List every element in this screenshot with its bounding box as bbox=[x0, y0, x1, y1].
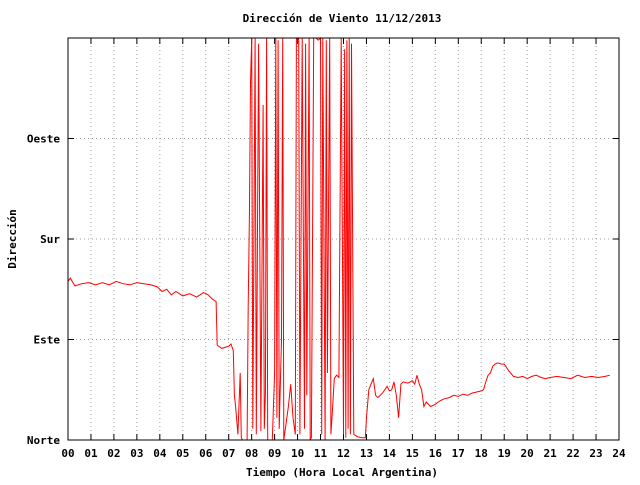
x-tick-label: 17 bbox=[452, 447, 465, 460]
y-tick-label: Norte bbox=[27, 434, 60, 447]
x-tick-label: 06 bbox=[199, 447, 213, 460]
y-tick-label: Sur bbox=[40, 233, 60, 246]
x-tick-label: 19 bbox=[498, 447, 511, 460]
x-tick-label: 15 bbox=[406, 447, 419, 460]
x-tick-label: 01 bbox=[84, 447, 98, 460]
series-line bbox=[67, 36, 610, 441]
x-tick-label: 00 bbox=[61, 447, 74, 460]
x-tick-label: 08 bbox=[245, 447, 258, 460]
x-tick-label: 04 bbox=[153, 447, 167, 460]
x-tick-label: 13 bbox=[360, 447, 373, 460]
x-tick-label: 24 bbox=[612, 447, 626, 460]
plot-frame bbox=[67, 37, 620, 441]
y-axis-label: Dirección bbox=[6, 209, 19, 269]
x-tick-label: 21 bbox=[544, 447, 558, 460]
chart-title: Dirección de Viento 11/12/2013 bbox=[243, 12, 442, 25]
x-tick-label: 14 bbox=[383, 447, 397, 460]
x-tick-label: 10 bbox=[291, 447, 304, 460]
x-tick-label: 22 bbox=[566, 447, 579, 460]
x-tick-label: 11 bbox=[314, 447, 328, 460]
x-tick-label: 16 bbox=[429, 447, 443, 460]
x-tick-label: 07 bbox=[222, 447, 235, 460]
x-tick-label: 05 bbox=[176, 447, 189, 460]
x-tick-label: 23 bbox=[589, 447, 602, 460]
x-tick-label: 02 bbox=[107, 447, 120, 460]
x-tick-label: 09 bbox=[268, 447, 281, 460]
x-tick-label: 03 bbox=[130, 447, 143, 460]
y-tick-label: Este bbox=[34, 334, 61, 347]
series-layer bbox=[67, 36, 610, 441]
axis-layer: 00 01 02 03 04 05 06 07 08 09 10 11 12 13 14 15 16 17 18 19… bbox=[27, 38, 626, 460]
x-tick-label: 20 bbox=[521, 447, 534, 460]
x-tick-label: 18 bbox=[475, 447, 488, 460]
y-tick-label: Oeste bbox=[27, 133, 60, 146]
grid-layer bbox=[68, 38, 619, 440]
x-tick-label: 12 bbox=[337, 447, 350, 460]
x-axis-label: Tiempo (Hora Local Argentina) bbox=[246, 466, 438, 479]
